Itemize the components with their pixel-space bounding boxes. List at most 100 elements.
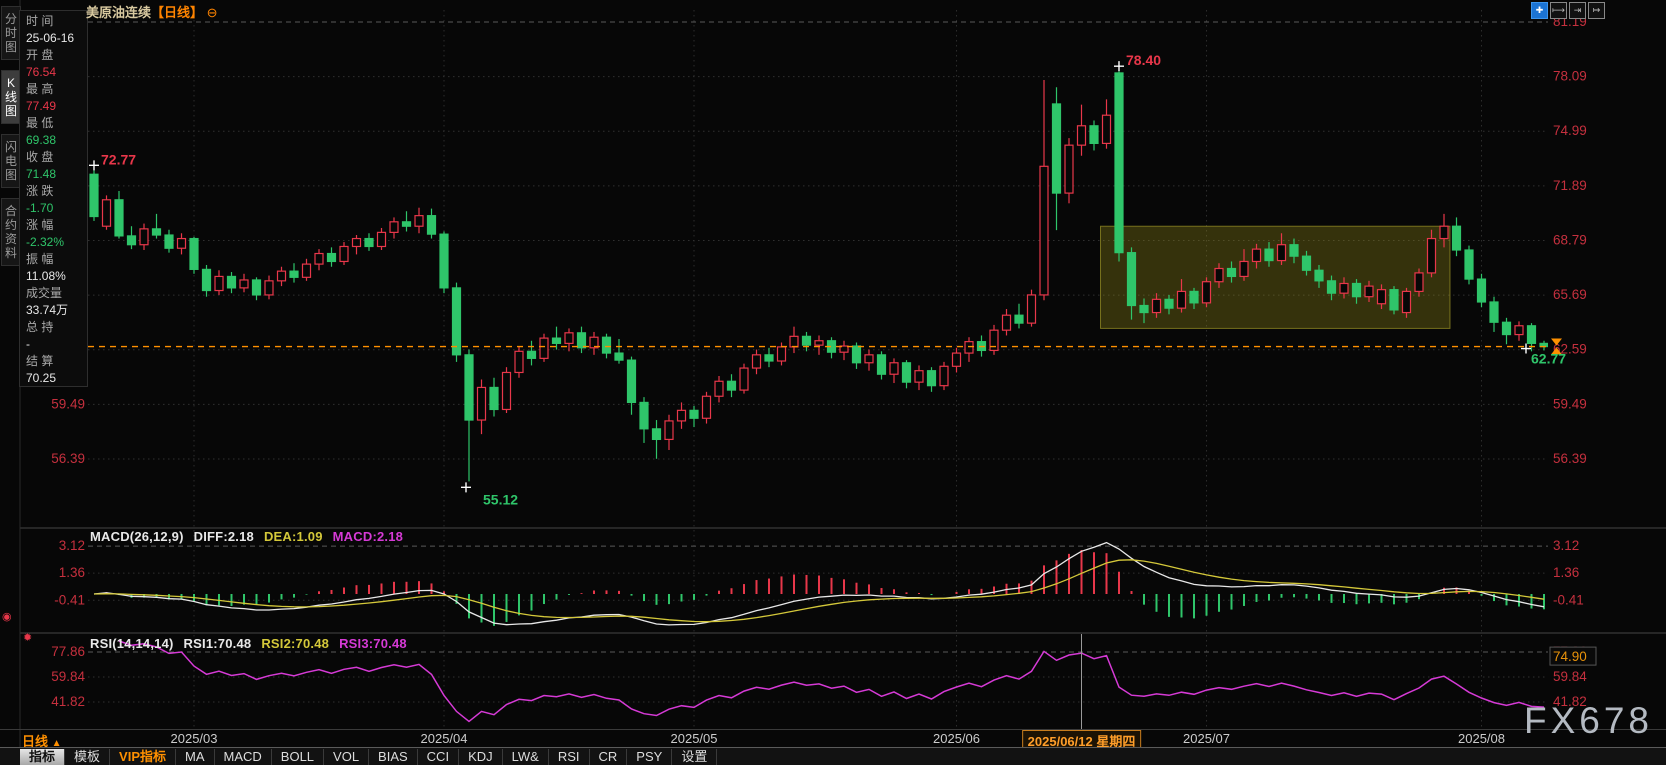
toolbar-item-LW&[interactable]: LW&: [503, 748, 549, 765]
toolbar-item-VIP指标[interactable]: VIP指标: [110, 748, 176, 765]
candle-body: [539, 337, 549, 359]
candle-body: [1376, 289, 1387, 305]
candle-body: [389, 221, 399, 233]
candle-body: [814, 340, 824, 346]
candle-body: [551, 337, 562, 344]
y-axis-label-right: 68.79: [1553, 232, 1587, 247]
candle-body: [239, 279, 249, 289]
candle-body: [851, 345, 862, 364]
info-label: 时 间: [26, 14, 54, 28]
extreme-marker-cross: [89, 160, 99, 171]
toolbar-item-PSY[interactable]: PSY: [627, 748, 673, 765]
macd-axis-label-right: 1.36: [1553, 565, 1579, 580]
scale-right-icon[interactable]: ⇥: [1569, 2, 1586, 19]
candle-body: [326, 252, 337, 263]
candle-body: [1201, 281, 1212, 304]
info-label: 收 盘: [26, 150, 54, 164]
indicator-toolbar: 指标 模板 VIP指标 MA MACD BOLL VOL BIAS CCI KDJ LW& RSI CR…: [0, 747, 1666, 765]
macd-dea-line: [93, 559, 1545, 623]
candle-body: [1451, 225, 1462, 251]
candle-body: [376, 231, 387, 248]
extreme-marker-cross: [1521, 343, 1531, 354]
candle-body: [576, 332, 587, 349]
toolbar-item-KDJ[interactable]: KDJ: [459, 748, 503, 765]
macd-axis-label-right: -0.41: [1553, 592, 1584, 607]
y-axis-label-left: 59.49: [51, 396, 85, 411]
crosshair-date-label: 2025/06/12 星期四: [1021, 730, 1142, 751]
candle-body: [1001, 314, 1012, 331]
candle-body: [914, 370, 924, 383]
sidebar-tab-闪电图[interactable]: 闪电图: [1, 134, 21, 188]
candle-body: [651, 428, 662, 441]
candle-body: [476, 386, 487, 421]
rsi-axis-label-right: 59.84: [1553, 669, 1587, 684]
extreme-price-label: 62.77: [1531, 351, 1566, 367]
sidebar-tab-分时图[interactable]: 分时图: [1, 6, 21, 60]
toolbar-item-指标[interactable]: 指标: [20, 748, 66, 765]
x-axis-month-label: 2025/03: [170, 731, 218, 746]
candle-body: [1164, 298, 1174, 309]
toolbar-item-MA[interactable]: MA: [176, 748, 215, 765]
info-value: 71.48: [26, 167, 57, 181]
toolbar-item-BOLL[interactable]: BOLL: [272, 748, 325, 765]
period-name: 【日线】: [151, 5, 204, 20]
shift-right-icon[interactable]: ↦: [1588, 2, 1605, 19]
candle-body: [101, 199, 112, 227]
candle-body: [989, 329, 999, 352]
toolbar-item-模板[interactable]: 模板: [65, 748, 111, 765]
crosshair-tool-icon[interactable]: ✚: [1531, 2, 1548, 19]
rsi2-value: RSI2:70.48: [261, 636, 330, 651]
x-axis-month-label: 2025/05: [670, 731, 718, 746]
macd-group: [93, 541, 1545, 626]
candle-body: [439, 233, 449, 289]
toolbar-item-CR[interactable]: CR: [590, 748, 628, 765]
candle-body: [201, 268, 212, 292]
candle-body: [1139, 304, 1149, 314]
x-axis-month-label: 2025/08: [1458, 731, 1505, 746]
macd-diff-line: [93, 541, 1545, 626]
rsi-header: RSI(14,14,14) RSI1:70.48 RSI2:70.48 RSI3:70…: [90, 636, 417, 651]
scale-axis-icon[interactable]: ⟼: [1550, 2, 1567, 19]
toolbar-item-CCI[interactable]: CCI: [418, 748, 460, 765]
candle-body: [139, 228, 149, 246]
info-label: 开 盘: [26, 48, 54, 62]
candle-body: [701, 395, 712, 419]
info-value: 25-06-16: [26, 31, 75, 45]
period-selector[interactable]: 日线 ▲: [22, 734, 62, 749]
info-label: 总 持: [26, 320, 54, 334]
candle-body: [564, 332, 574, 344]
rsi-axis-label-left: 59.84: [51, 669, 85, 684]
candle-body: [289, 270, 299, 278]
candle-body: [426, 215, 437, 235]
macd-value: MACD:2.18: [332, 529, 404, 544]
toolbar-item-设置[interactable]: 设置: [672, 748, 718, 765]
info-label: 涨 幅: [26, 218, 54, 232]
rsi-line: [118, 640, 1545, 723]
sidebar-tab-合约资料[interactable]: 合约资料: [1, 198, 21, 266]
candle-body: [214, 275, 224, 292]
candle-body: [1251, 248, 1262, 263]
chart-tool-icons: ✚ ⟼ ⇥ ↦: [1531, 2, 1605, 19]
candle-body: [751, 354, 762, 369]
sidebar-tab-K线图[interactable]: K线图: [1, 70, 21, 124]
toolbar-item-VOL[interactable]: VOL: [324, 748, 370, 765]
candle-body: [1339, 282, 1349, 294]
toolbar-item-RSI[interactable]: RSI: [549, 748, 590, 765]
candle-body: [401, 221, 412, 227]
rsi-alert-icon[interactable]: ✹: [23, 632, 33, 644]
watermark: FX678: [1524, 700, 1654, 741]
zoom-out-icon[interactable]: ⊖: [206, 5, 218, 20]
candle-body: [414, 215, 424, 227]
macd-alert-icon[interactable]: ◉: [2, 611, 12, 623]
x-axis-month-label: 2025/06: [933, 731, 980, 746]
macd-axis-label-right: 3.12: [1553, 538, 1579, 553]
candle-body: [1489, 301, 1499, 323]
toolbar-item-MACD[interactable]: MACD: [215, 748, 272, 765]
macd-diff-value: DIFF:2.18: [193, 529, 254, 544]
toolbar-item-BIAS[interactable]: BIAS: [369, 748, 418, 765]
y-axis-label-right: 74.99: [1553, 123, 1587, 138]
info-value: 33.74万: [26, 303, 69, 317]
candle-body: [1351, 282, 1362, 298]
quote-info-panel: 时 间 25-06-16 开 盘 76.54 最 高 77.49 最 低 69.38 收 盘 71…: [19, 10, 88, 387]
